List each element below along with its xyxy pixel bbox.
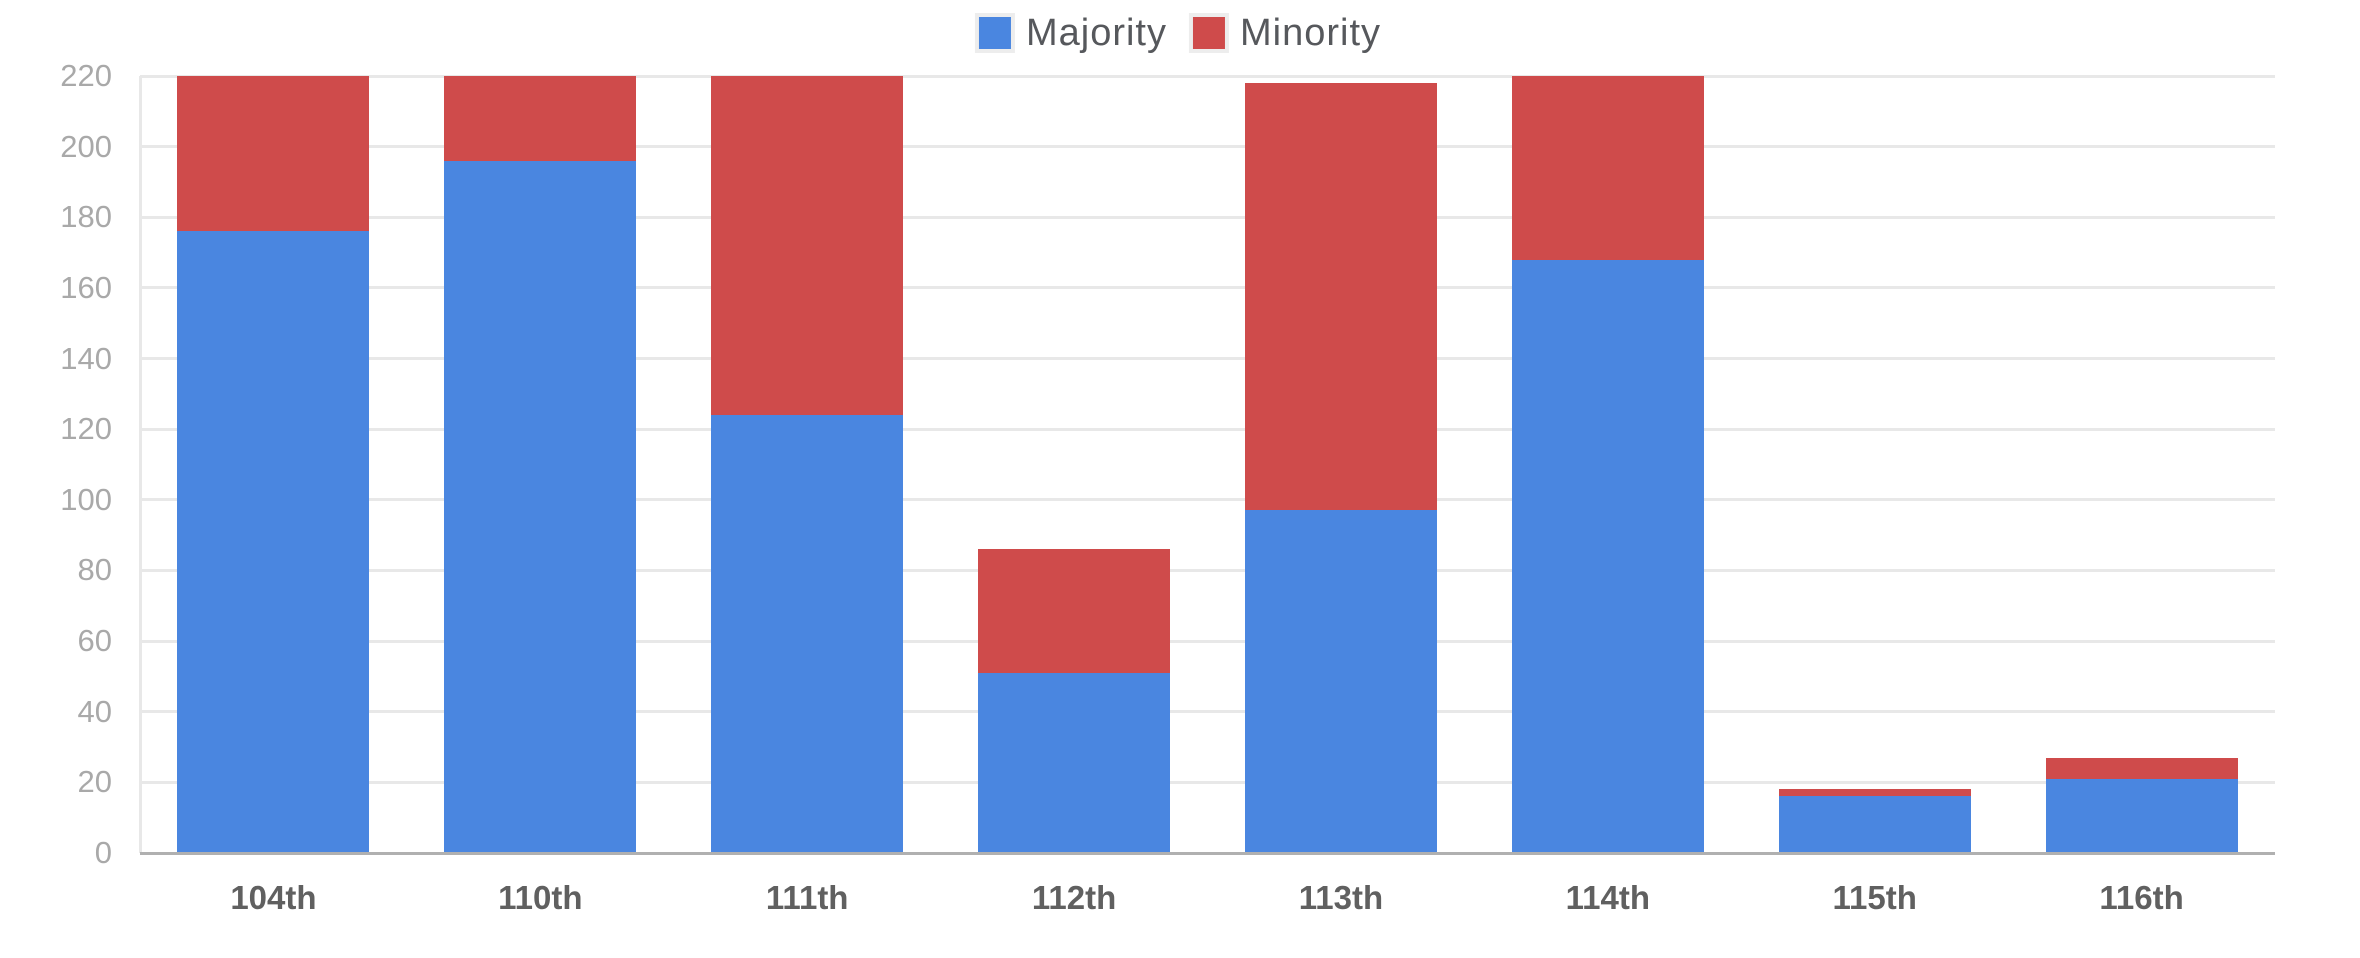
chart-legend: Majority Minority [978, 11, 1381, 55]
legend-label-majority: Majority [1025, 11, 1167, 54]
gridline-40 [140, 710, 2275, 714]
gridline-220 [140, 74, 2275, 78]
y-axis-tick-label: 100 [60, 481, 112, 517]
y-axis-tick-label: 0 [94, 835, 112, 870]
legend-label-minority: Minority [1240, 11, 1382, 54]
legend-item-minority[interactable]: Minority [1193, 12, 1381, 55]
bar-minority-115th[interactable] [1778, 789, 1971, 797]
gridline-20 [140, 780, 2275, 784]
y-axis-line [138, 76, 142, 853]
bar-majority-112th[interactable] [978, 672, 1171, 853]
x-axis-label-104th: 104th [230, 879, 317, 916]
x-axis-line [140, 851, 2275, 855]
gridline-120 [140, 427, 2275, 431]
bar-minority-112th[interactable] [978, 549, 1171, 673]
gridline-200 [140, 145, 2275, 149]
x-axis-label-111th: 111th [765, 879, 849, 916]
y-axis-tick-label: 60 [77, 623, 112, 659]
y-axis-tick-label: 220 [60, 58, 112, 93]
y-axis-tick-label: 160 [60, 269, 112, 305]
bar-majority-104th[interactable] [177, 231, 370, 853]
minority-swatch-icon [1193, 17, 1225, 49]
gridline-180 [140, 215, 2275, 219]
y-axis-tick-label: 40 [77, 693, 112, 729]
bar-majority-114th[interactable] [1511, 259, 1704, 853]
x-axis-label-116th: 116th [2099, 879, 2184, 916]
majority-swatch-icon [978, 17, 1011, 49]
x-axis-label-114th: 114th [1565, 879, 1651, 916]
x-axis-label-112th: 112th [1031, 879, 1117, 916]
bar-majority-116th[interactable] [2045, 778, 2238, 853]
y-axis-tick-label: 200 [60, 128, 112, 164]
bar-majority-111th[interactable] [711, 415, 904, 853]
y-axis-tick-label: 80 [77, 552, 112, 588]
bar-minority-110th[interactable] [444, 76, 637, 161]
gridline-160 [140, 286, 2275, 290]
gridline-140 [140, 357, 2275, 361]
gridline-60 [140, 639, 2275, 643]
bar-minority-114th[interactable] [1511, 76, 1704, 260]
bar-minority-113th[interactable] [1244, 83, 1437, 511]
y-axis-tick-label: 140 [60, 340, 112, 376]
gridline-100 [140, 498, 2275, 502]
y-axis-tick-label: 180 [60, 199, 112, 235]
y-axis-tick-label: 20 [77, 764, 112, 800]
x-axis-label-110th: 110th [498, 879, 583, 916]
y-axis-tick-label: 120 [60, 411, 112, 447]
x-axis-label-115th: 115th [1832, 879, 1917, 916]
legend-item-majority[interactable]: Majority [978, 11, 1167, 55]
bar-majority-113th[interactable] [1244, 510, 1437, 853]
bar-majority-115th[interactable] [1778, 796, 1971, 853]
gridline-80 [140, 568, 2275, 572]
bar-minority-116th[interactable] [2045, 757, 2238, 779]
bar-minority-111th[interactable] [711, 76, 904, 416]
bar-minority-104th[interactable] [177, 76, 370, 232]
bar-majority-110th[interactable] [444, 160, 637, 853]
x-axis-label-113th: 113th [1298, 879, 1384, 916]
